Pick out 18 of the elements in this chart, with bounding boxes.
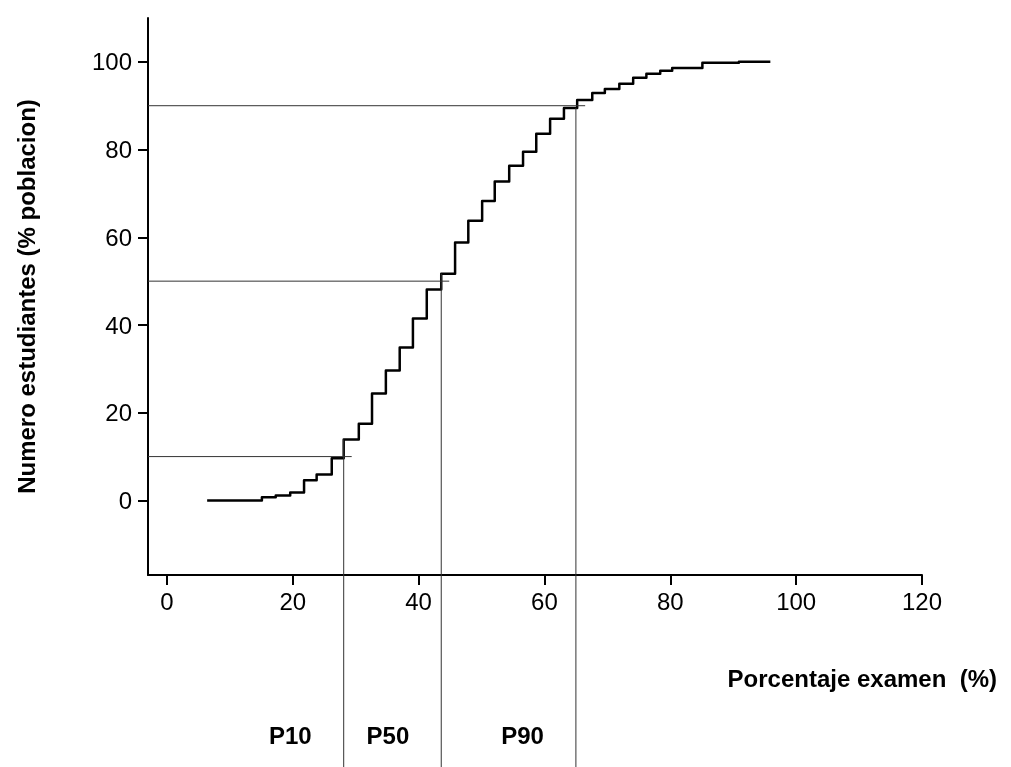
y-tick-label: 20 bbox=[105, 399, 132, 427]
x-tick-label: 80 bbox=[656, 587, 684, 615]
ref-line-label: P10 bbox=[269, 721, 312, 749]
ref-line-label: P50 bbox=[366, 721, 410, 749]
y-tick-label: 0 bbox=[118, 486, 132, 514]
x-axis-title: Porcentaje examen (%) bbox=[727, 664, 997, 692]
x-tick-label: 60 bbox=[531, 587, 558, 615]
y-tick-label: 80 bbox=[105, 136, 132, 164]
x-tick-label: 100 bbox=[776, 587, 817, 615]
ref-line-label: P90 bbox=[501, 721, 544, 749]
x-tick-label: 20 bbox=[279, 587, 307, 615]
x-tick-label: 120 bbox=[901, 587, 943, 615]
y-tick-label: 100 bbox=[91, 48, 132, 76]
y-axis-title: Numero estudiantes (% poblacion) bbox=[12, 99, 40, 494]
x-tick-label: 0 bbox=[160, 587, 174, 615]
x-tick-label: 40 bbox=[405, 587, 432, 615]
y-tick-label: 60 bbox=[105, 223, 132, 251]
y-tick-label: 40 bbox=[105, 311, 132, 339]
